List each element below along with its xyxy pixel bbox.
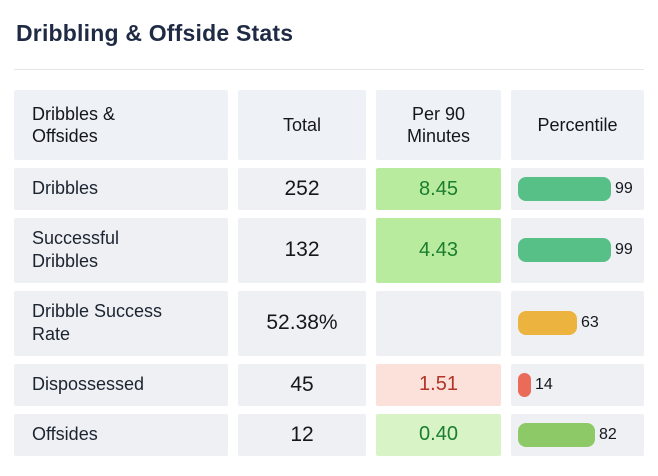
stat-total-cell: 12	[238, 413, 366, 456]
header-cell-total: Total	[238, 90, 366, 160]
header-label: Total	[282, 114, 322, 135]
stat-label-cell: Successful Dribbles	[14, 218, 228, 283]
stat-per90-value: 8.45	[419, 177, 458, 200]
header-label: Percentile	[537, 114, 618, 135]
stats-table: Dribbles & Offsides Total Per 90 Minutes…	[14, 90, 644, 456]
header-cell-category: Dribbles & Offsides	[14, 90, 228, 160]
stat-label-cell: Dribble Success Rate	[14, 290, 228, 356]
percentile-bar	[518, 372, 531, 397]
header-cell-percentile: Percentile	[511, 90, 644, 160]
stat-per90-cell	[376, 290, 501, 356]
table-header-row: Dribbles & Offsides Total Per 90 Minutes…	[14, 90, 644, 160]
header-cell-per90: Per 90 Minutes	[376, 90, 501, 160]
stat-per90-cell: 0.40	[376, 413, 501, 456]
stat-total-value: 12	[290, 422, 314, 446]
stats-widget: Dribbling & Offside Stats Dribbles & Off…	[14, 20, 644, 456]
stat-per90-value: 4.43	[419, 238, 458, 261]
stat-percentile-cell: 14	[511, 363, 644, 406]
stat-label: Dispossessed	[32, 373, 145, 394]
table-row-offsides: Offsides 12 0.40 82	[14, 413, 644, 456]
stat-label-cell: Dispossessed	[14, 363, 228, 406]
percentile-bar	[518, 177, 611, 201]
divider	[14, 69, 644, 70]
stat-percentile-cell: 99	[511, 218, 644, 283]
table-row-successful-dribbles: Successful Dribbles 132 4.43 99	[14, 218, 644, 283]
stat-per90-cell: 8.45	[376, 168, 501, 210]
percentile-bar	[518, 311, 577, 336]
stat-percentile-cell: 63	[511, 290, 644, 356]
percentile-value: 99	[615, 180, 633, 197]
percentile-value: 14	[535, 375, 553, 393]
stat-total-cell: 132	[238, 218, 366, 283]
table-row-dispossessed: Dispossessed 45 1.51 14	[14, 363, 644, 406]
page-title: Dribbling & Offside Stats	[16, 20, 294, 46]
stat-label: Dribbles	[32, 178, 99, 199]
stat-label: Dribble Success Rate	[32, 300, 163, 345]
stat-per90-value: 0.40	[419, 423, 458, 446]
header-label: Per 90 Minutes	[406, 103, 471, 147]
stat-percentile-cell: 99	[511, 168, 644, 210]
percentile-value: 99	[615, 241, 633, 259]
stat-total-value: 52.38%	[266, 311, 338, 335]
stat-total-cell: 252	[238, 168, 366, 210]
stat-total-cell: 52.38%	[238, 290, 366, 356]
header-label: Dribbles & Offsides	[32, 103, 116, 147]
stat-per90-cell: 1.51	[376, 363, 501, 406]
stat-label-cell: Offsides	[14, 413, 228, 456]
stat-total-value: 45	[290, 372, 314, 396]
percentile-value: 82	[599, 425, 617, 443]
stat-percentile-cell: 82	[511, 413, 644, 456]
percentile-value: 63	[581, 314, 599, 332]
table-row-dribbles: Dribbles 252 8.45 99	[14, 168, 644, 210]
stat-label: Offsides	[32, 423, 98, 444]
stat-per90-value: 1.51	[419, 373, 458, 396]
stat-total-value: 132	[284, 238, 320, 262]
stat-per90-cell: 4.43	[376, 218, 501, 283]
stat-total-value: 252	[284, 177, 320, 200]
stat-label-cell: Dribbles	[14, 168, 228, 210]
table-row-dribble-success-rate: Dribble Success Rate 52.38% 63	[14, 290, 644, 356]
stat-label: Successful Dribbles	[32, 228, 120, 272]
percentile-bar	[518, 238, 611, 263]
stat-total-cell: 45	[238, 363, 366, 406]
percentile-bar	[518, 422, 595, 447]
